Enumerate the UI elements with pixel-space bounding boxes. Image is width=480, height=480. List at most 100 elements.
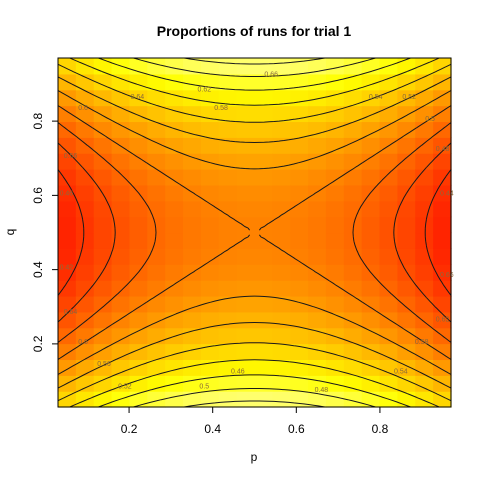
heatmap-cell xyxy=(111,280,131,297)
heatmap-cell xyxy=(325,359,345,376)
contour-label: 0.62 xyxy=(436,317,450,324)
heatmap-cell xyxy=(111,73,131,91)
heatmap-cell xyxy=(93,89,113,107)
heatmap-cell xyxy=(325,343,345,361)
heatmap-cell xyxy=(379,359,399,376)
heatmap-cell xyxy=(254,121,273,138)
heatmap-cell xyxy=(379,169,399,186)
heatmap-cell xyxy=(111,295,131,313)
heatmap-cell xyxy=(236,169,256,186)
heatmap-cell xyxy=(93,375,113,392)
chart-title: Proportions of runs for trial 1 xyxy=(157,23,352,39)
contour-label: 0.64 xyxy=(64,309,78,316)
heatmap-cell xyxy=(290,137,309,154)
heatmap-cell xyxy=(433,169,452,186)
heatmap-cell xyxy=(254,73,273,91)
y-tick-label: 0.6 xyxy=(31,187,45,204)
contour-line xyxy=(57,142,452,323)
heatmap-cell xyxy=(165,105,184,123)
contour-label: 0.58 xyxy=(415,339,429,346)
heatmap-cell xyxy=(308,121,327,138)
heatmap-cell xyxy=(415,58,434,75)
heatmap-cell xyxy=(433,200,452,218)
heatmap-cell xyxy=(218,169,238,186)
heatmap-cell xyxy=(415,153,434,170)
heatmap-cell xyxy=(308,105,327,123)
heatmap-cell xyxy=(272,121,291,138)
heatmap-cell xyxy=(415,295,434,313)
heatmap-cell xyxy=(308,295,327,313)
heatmap-cell xyxy=(75,58,95,75)
heatmap-cell xyxy=(58,184,77,202)
heatmap-cell xyxy=(183,153,202,170)
heatmap-cell xyxy=(129,280,148,297)
heatmap-cell xyxy=(415,121,434,138)
heatmap-cell xyxy=(183,232,202,249)
heatmap-cell xyxy=(343,232,363,249)
heatmap-cell xyxy=(272,311,291,329)
heatmap-cell xyxy=(218,73,238,91)
heatmap-cell xyxy=(183,280,202,297)
heatmap-cell xyxy=(111,232,131,249)
heatmap-cell xyxy=(58,137,77,154)
heatmap-cell xyxy=(397,343,416,361)
heatmap-cell xyxy=(75,105,95,123)
heatmap-cell xyxy=(397,280,416,297)
heatmap-cell xyxy=(343,280,363,297)
heatmap-cell xyxy=(397,137,416,154)
contour-label: 0.48 xyxy=(315,387,329,394)
heatmap-cell xyxy=(218,264,238,281)
heatmap-cell xyxy=(415,264,434,281)
heatmap-cell xyxy=(218,375,238,392)
heatmap-cell xyxy=(147,280,166,297)
heatmap-cell xyxy=(147,264,166,281)
heatmap-cell xyxy=(147,248,166,265)
heatmap-cell xyxy=(236,89,256,107)
heatmap-cell xyxy=(165,169,184,186)
heatmap-cell xyxy=(272,391,291,408)
heatmap-cell xyxy=(361,311,381,329)
heatmap-cell xyxy=(183,216,202,234)
heatmap-cell xyxy=(290,232,309,249)
heatmap-cell xyxy=(165,137,184,154)
heatmap-cell xyxy=(397,200,416,218)
heatmap-cell xyxy=(218,184,238,202)
heatmap-cell xyxy=(272,280,291,297)
heatmap-cell xyxy=(433,137,452,154)
contour-label: 0.52 xyxy=(118,383,132,390)
heatmap-cell xyxy=(397,89,416,107)
heatmap-cell xyxy=(147,137,166,154)
heatmap-cell xyxy=(75,169,95,186)
heatmap-cell xyxy=(415,216,434,234)
heatmap-cell xyxy=(165,200,184,218)
heatmap-cell xyxy=(200,327,220,345)
heatmap-cell xyxy=(111,200,131,218)
heatmap-cell xyxy=(200,137,220,154)
heatmap-cell xyxy=(254,58,273,75)
heatmap-cell xyxy=(236,280,256,297)
heatmap-cell xyxy=(111,359,131,376)
heatmap-cell xyxy=(415,200,434,218)
heatmap-cell xyxy=(165,391,184,408)
heatmap-cell xyxy=(58,232,77,249)
heatmap-cell xyxy=(415,232,434,249)
heatmap-cell xyxy=(308,153,327,170)
heatmap-cell xyxy=(93,343,113,361)
heatmap-cell xyxy=(308,169,327,186)
contour-label: 0.64 xyxy=(131,94,145,101)
heatmap-cell xyxy=(361,121,381,138)
heatmap-cell xyxy=(111,184,131,202)
contour-label: 0.54 xyxy=(369,94,383,101)
heatmap-cell xyxy=(236,153,256,170)
heatmap-cell xyxy=(75,311,95,329)
heatmap-cell xyxy=(290,200,309,218)
heatmap-cell xyxy=(200,184,220,202)
y-tick-label: 0.4 xyxy=(31,261,45,278)
heatmap-cell xyxy=(290,327,309,345)
heatmap-cell xyxy=(325,232,345,249)
heatmap-cell xyxy=(308,327,327,345)
heatmap-cell xyxy=(433,343,452,361)
heatmap-cell xyxy=(200,264,220,281)
heatmap-cell xyxy=(308,89,327,107)
